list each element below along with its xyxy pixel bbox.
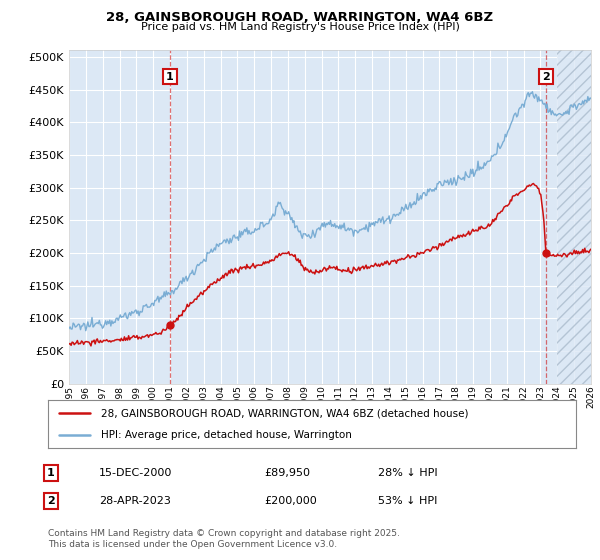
Text: 28, GAINSBOROUGH ROAD, WARRINGTON, WA4 6BZ (detached house): 28, GAINSBOROUGH ROAD, WARRINGTON, WA4 6… xyxy=(101,408,469,418)
Text: 2: 2 xyxy=(542,72,550,82)
Text: 1: 1 xyxy=(47,468,55,478)
Text: 28-APR-2023: 28-APR-2023 xyxy=(99,496,171,506)
Text: 28, GAINSBOROUGH ROAD, WARRINGTON, WA4 6BZ: 28, GAINSBOROUGH ROAD, WARRINGTON, WA4 6… xyxy=(106,11,494,24)
Text: Price paid vs. HM Land Registry's House Price Index (HPI): Price paid vs. HM Land Registry's House … xyxy=(140,22,460,32)
Text: 28% ↓ HPI: 28% ↓ HPI xyxy=(378,468,437,478)
Text: 53% ↓ HPI: 53% ↓ HPI xyxy=(378,496,437,506)
Text: 15-DEC-2000: 15-DEC-2000 xyxy=(99,468,172,478)
Text: Contains HM Land Registry data © Crown copyright and database right 2025.
This d: Contains HM Land Registry data © Crown c… xyxy=(48,529,400,549)
Text: HPI: Average price, detached house, Warrington: HPI: Average price, detached house, Warr… xyxy=(101,430,352,440)
Text: 2: 2 xyxy=(47,496,55,506)
Text: 1: 1 xyxy=(166,72,174,82)
Text: £89,950: £89,950 xyxy=(264,468,310,478)
Text: £200,000: £200,000 xyxy=(264,496,317,506)
